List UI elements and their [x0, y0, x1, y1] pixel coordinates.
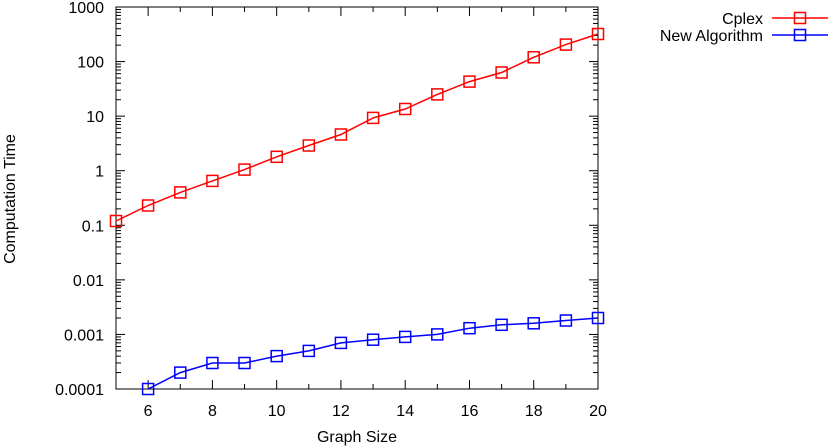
x-tick-label: 18	[525, 403, 543, 420]
x-tick-label: 6	[144, 403, 153, 420]
data-point	[527, 317, 540, 330]
data-point	[302, 344, 316, 358]
data-point	[591, 27, 605, 41]
y-tick-label: 0.0001	[55, 382, 104, 399]
data-point	[270, 150, 283, 164]
data-point	[109, 214, 123, 228]
data-point	[431, 328, 444, 341]
data-point	[463, 75, 476, 88]
data-point	[527, 51, 540, 64]
data-point	[366, 111, 380, 125]
data-point	[302, 139, 316, 152]
data-point	[238, 163, 251, 176]
data-point	[141, 382, 155, 396]
data-point	[559, 38, 573, 51]
y-tick-label: 10	[86, 109, 104, 126]
data-point	[431, 88, 444, 101]
data-point	[141, 199, 155, 212]
x-tick-label: 20	[589, 403, 607, 420]
legend-marker	[793, 11, 807, 25]
data-point	[334, 128, 348, 141]
y-tick-label: 1	[95, 164, 104, 181]
plot-frame	[115, 6, 599, 390]
legend-label: New Algorithm	[660, 28, 763, 45]
data-point	[559, 314, 573, 327]
data-point	[334, 336, 348, 350]
x-tick-label: 12	[332, 403, 350, 420]
data-point	[206, 356, 219, 370]
data-point	[366, 333, 380, 346]
x-axis-label: Graph Size	[317, 429, 397, 446]
y-tick-label: 0.001	[64, 327, 104, 344]
plot-area: 0.0001 0.001 0.01 0.1 1 10 100 1000 6 8 10 12 14 16 18…	[55, 0, 607, 420]
y-tick-label: 100	[77, 55, 104, 72]
y-tick-label: 0.01	[73, 273, 104, 290]
data-point	[174, 186, 187, 199]
x-tick-label: 16	[461, 403, 479, 420]
x-tick-label: 8	[208, 403, 217, 420]
data-point	[398, 102, 412, 116]
data-point	[206, 174, 219, 188]
y-tick-label: 0.1	[82, 218, 104, 235]
data-point	[495, 66, 508, 79]
data-point	[238, 356, 251, 370]
data-point	[495, 318, 508, 332]
data-point	[591, 311, 605, 325]
x-tick-label: 10	[268, 403, 286, 420]
x-tick-label: 14	[396, 403, 414, 420]
y-axis-label: Computation Time	[2, 134, 19, 264]
legend-label: Cplex	[722, 11, 763, 28]
y-tick-label: 1000	[68, 0, 104, 17]
data-point	[270, 349, 283, 363]
data-point	[398, 330, 412, 344]
data-point	[463, 321, 476, 335]
series-line-0	[115, 33, 599, 222]
data-point	[174, 366, 187, 379]
series-line-1	[147, 317, 599, 390]
legend-marker	[793, 28, 807, 42]
